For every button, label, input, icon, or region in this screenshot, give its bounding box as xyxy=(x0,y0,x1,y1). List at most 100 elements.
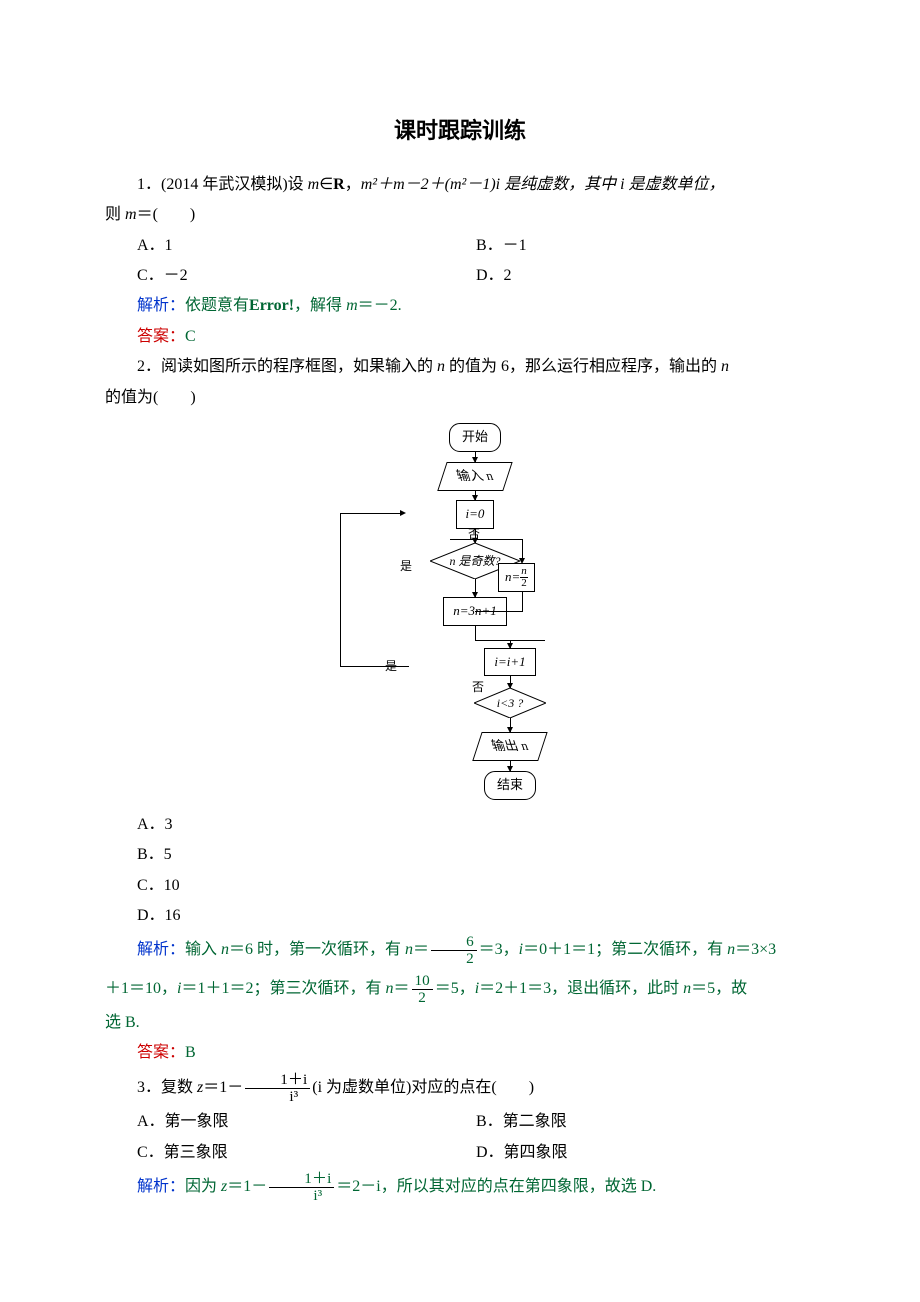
q2-ana-n1: n xyxy=(221,941,229,958)
q3-opt-D: D．第四象限 xyxy=(476,1138,815,1168)
fc-input: 输入 n xyxy=(437,462,512,491)
q2-stem-a: 2．阅读如图所示的程序框图，如果输入的 xyxy=(137,358,437,375)
q2-ana-d: ＝0＋1＝1；第二次循环，有 xyxy=(523,941,727,958)
q3-f-num: 1＋i xyxy=(245,1072,310,1088)
q2-ana-b: ＝6 时，第一次循环，有 xyxy=(229,941,405,958)
fc-inc-text: i=i+1 xyxy=(494,654,525,669)
q1-eq: ＝( ) xyxy=(137,206,196,223)
q1-in: ∈ xyxy=(319,176,333,193)
fc-bn-den: 2 xyxy=(520,577,528,589)
q3-af-num: 1＋i xyxy=(269,1171,334,1187)
q2-ana-n3: n xyxy=(727,941,735,958)
q2-analysis-l3: 选 B. xyxy=(105,1008,815,1038)
fc-arrow xyxy=(475,452,476,462)
q2-ana-c: ＝3， xyxy=(479,941,519,958)
q3-af-den: i³ xyxy=(269,1187,334,1204)
q3-options-row1: A．第一象限 B．第二象限 xyxy=(137,1107,815,1137)
q3-opt-A: A．第一象限 xyxy=(137,1107,476,1137)
q2-n1: n xyxy=(437,358,445,375)
q2-answer: 答案：B xyxy=(105,1038,815,1068)
analysis-label: 解析： xyxy=(137,297,185,314)
q2-opt-C: C．10 xyxy=(105,871,815,901)
q1-opt-B: B．－1 xyxy=(476,231,815,261)
q1-stem-c: 则 xyxy=(105,206,125,223)
fc-arrow xyxy=(510,761,511,771)
q3-opt-C: C．第三象限 xyxy=(137,1138,476,1168)
fc-output-lbl: 输出 n xyxy=(488,734,532,759)
fc-output-text: 输出 n xyxy=(492,734,528,759)
fc-bn-num: n xyxy=(521,565,527,577)
q1-options-row2: C．－2 D．2 xyxy=(137,261,815,291)
fc-no2: 否 xyxy=(472,676,484,699)
q1-ana-m: m xyxy=(346,297,358,314)
q2-ana-i: ＝2＋1＝3，退出循环，此时 xyxy=(479,980,683,997)
q3-frac: 1＋ii³ xyxy=(245,1072,310,1105)
q2-opt-D: D．16 xyxy=(105,901,815,931)
fc-d1-lbl: n 是奇数? xyxy=(449,554,500,568)
fc-vline xyxy=(522,539,523,559)
fc-bn-lhs: n= xyxy=(505,569,520,584)
page: 课时跟踪训练 1．(2014 年武汉模拟)设 m∈R，m²＋m－2＋(m²－1)… xyxy=(0,0,920,1266)
q3-stem-a: 3．复数 xyxy=(137,1079,197,1096)
fc-hline xyxy=(450,539,522,540)
answer-label: 答案： xyxy=(137,1044,185,1061)
q2-ana-h: ＝5， xyxy=(435,980,475,997)
fc-inc: i=i+1 xyxy=(484,648,535,677)
q1-ana-a: 依题意有 xyxy=(185,297,249,314)
fc-decision2: i<3 ? xyxy=(474,688,546,718)
analysis-label: 解析： xyxy=(137,941,185,958)
q2-opt-A: A．3 xyxy=(105,810,815,840)
q2-stem-line1: 2．阅读如图所示的程序框图，如果输入的 n 的值为 6，那么运行相应程序，输出的… xyxy=(105,352,815,382)
q2-analysis-l1: 解析：输入 n＝6 时，第一次循环，有 n＝62＝3，i＝0＋1＝1；第二次循环… xyxy=(105,931,815,969)
q1-options-row1: A．1 B．－1 xyxy=(137,231,815,261)
q2-ana-n2: n xyxy=(405,941,413,958)
fc-bn-frac: n2 xyxy=(520,566,528,589)
answer-label: 答案： xyxy=(137,328,185,345)
q1-expr-m: m²＋m－2＋(m²－1)i 是纯虚数，其中 i 是虚数单位， xyxy=(361,176,725,193)
fc-no1: 否 xyxy=(468,523,480,546)
q2-ana-n4: n xyxy=(385,980,393,997)
fc-hline xyxy=(475,611,523,612)
q1-stem-a: 1．(2014 年武汉模拟)设 xyxy=(137,176,308,193)
fc-arrow xyxy=(475,579,476,597)
page-title: 课时跟踪训练 xyxy=(105,110,815,152)
fc-output: 输出 n xyxy=(472,732,547,761)
fc-arrow xyxy=(510,640,511,648)
q2-f1-den: 2 xyxy=(431,950,477,967)
q1-stem-b: ， xyxy=(345,176,361,193)
q2-ana-f: ＋1＝10， xyxy=(105,980,177,997)
q1-stem-line2: 则 m＝( ) xyxy=(105,200,815,230)
q2-f2-num: 10 xyxy=(412,973,433,989)
q2-analysis-l2: ＋1＝10，i＝1＋1＝2；第三次循环，有 n＝102＝5，i＝2＋1＝3，退出… xyxy=(105,970,815,1008)
q2-f2-den: 2 xyxy=(412,989,433,1006)
q3-stem-c: (i 为虚数单位)对应的点在( ) xyxy=(312,1079,534,1096)
q3-f-den: i³ xyxy=(245,1088,310,1105)
fc-input-lbl: 输入 n xyxy=(453,464,497,489)
fc-branch-no: n=n2 xyxy=(498,563,535,592)
q2-ana-a: 输入 xyxy=(185,941,221,958)
fc-input-text: 输入 n xyxy=(457,464,493,489)
q2-ana-e: ＝3×3 xyxy=(735,941,776,958)
q1-answer-val: C xyxy=(185,328,196,345)
q1-opt-D: D．2 xyxy=(476,261,815,291)
q2-opt-B: B．5 xyxy=(105,840,815,870)
fc-end: 结束 xyxy=(484,771,536,800)
q2-stem-b: 的值为 6，那么运行相应程序，输出的 xyxy=(445,358,721,375)
q1-ana-c: ＝－2. xyxy=(358,297,402,314)
fc-arrow xyxy=(510,718,511,732)
q1-opt-C: C．－2 xyxy=(137,261,476,291)
fc-arrow xyxy=(475,490,476,500)
q1-analysis: 解析：依题意有Error!，解得 m＝－2. xyxy=(105,291,815,321)
q2-stem-line2: 的值为( ) xyxy=(105,383,815,413)
analysis-label: 解析： xyxy=(137,1178,185,1195)
fc-line xyxy=(475,626,476,640)
q1-m2: m xyxy=(125,206,137,223)
q2-f1-num: 6 xyxy=(431,934,477,950)
q1-m1: m xyxy=(308,176,320,193)
q3-ana-a: 因为 xyxy=(185,1178,221,1195)
arrow-right-icon xyxy=(400,510,406,516)
q2-answer-val: B xyxy=(185,1044,196,1061)
q2-frac1: 62 xyxy=(431,934,477,967)
q1-error: Error! xyxy=(249,297,294,314)
q3-analysis: 解析：因为 z＝1－1＋ii³＝2－i，所以其对应的点在第四象限，故选 D. xyxy=(105,1168,815,1206)
